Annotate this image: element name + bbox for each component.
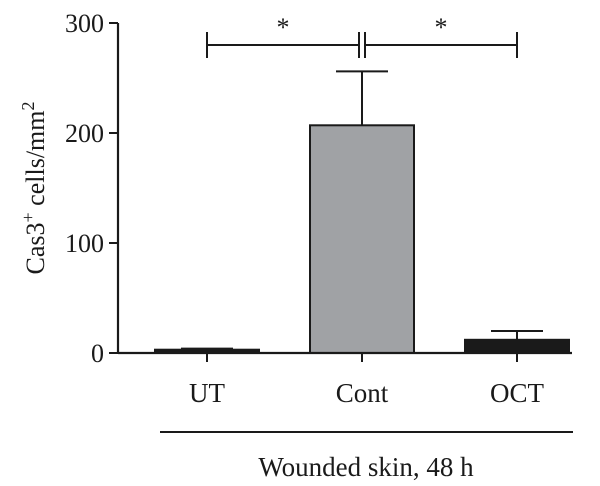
- plot-marks: * *: [154, 13, 570, 355]
- y-axis-title-sup1: +: [18, 212, 38, 222]
- x-tick-label-cont: Cont: [336, 378, 389, 408]
- bar-oct: [464, 338, 570, 354]
- x-tick-label-ut: UT: [189, 378, 225, 408]
- y-axis-title-sup2: 2: [18, 102, 38, 111]
- bar-cont: [309, 124, 415, 354]
- x-tick-label-oct: OCT: [490, 378, 545, 408]
- y-axis-title-mid: cells/mm: [21, 111, 50, 213]
- y-axis-title-base: Cas3: [21, 222, 50, 274]
- group-label: Wounded skin, 48 h: [258, 452, 474, 482]
- y-tick-label-200: 200: [65, 119, 104, 148]
- axes: UT Cont OCT 0 100 200 300: [65, 9, 572, 408]
- y-tick-label-300: 300: [65, 9, 104, 38]
- y-axis-title: Cas3+ cells/mm2: [18, 102, 50, 275]
- sig-label-cont-oct: *: [435, 13, 448, 42]
- y-tick-label-100: 100: [65, 229, 104, 258]
- sig-label-ut-cont: *: [277, 13, 290, 42]
- y-tick-label-0: 0: [91, 339, 104, 368]
